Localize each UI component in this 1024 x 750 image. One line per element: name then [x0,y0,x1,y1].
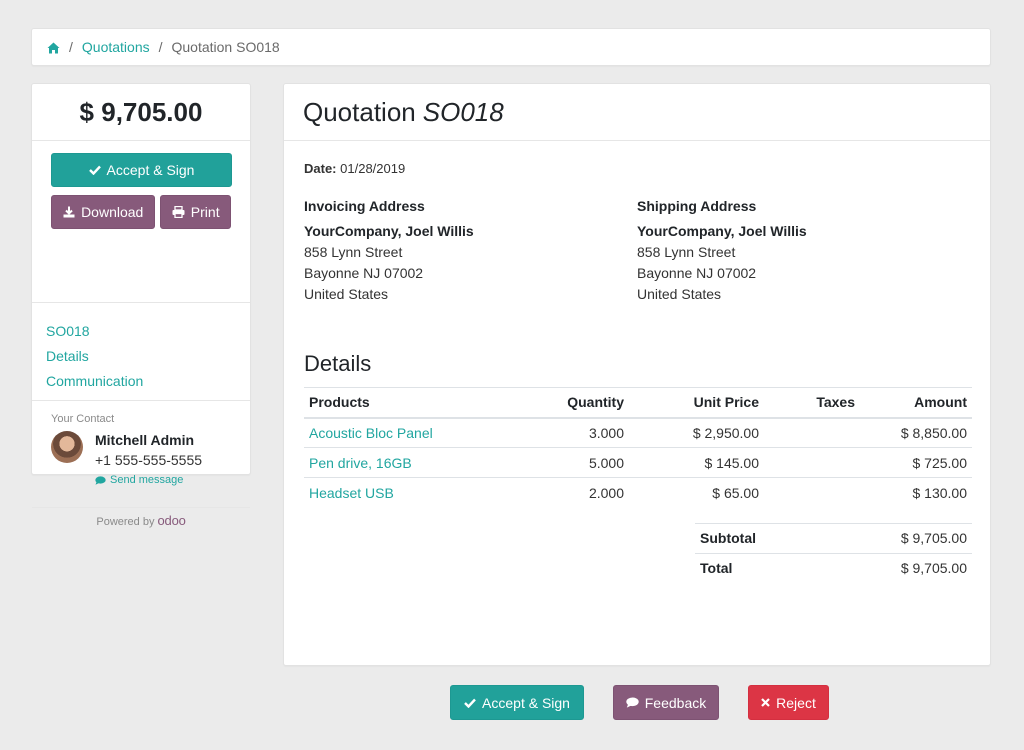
comment-icon [626,697,639,708]
amount-cell: $ 130.00 [860,477,972,508]
amount-cell: $ 725.00 [860,447,972,478]
unit-price-cell: $ 2,950.00 [692,424,759,441]
quotation-panel: Quotation SO018 Date: 01/28/2019 Invoici… [283,83,991,666]
details-heading: Details [304,351,372,376]
home-icon[interactable] [47,41,60,54]
invoicing-name: YourCompany, Joel Willis [304,223,474,239]
sidebar-nav: SO018 Details Communication [32,303,250,401]
total-value: $ 9,705.00 [823,552,972,583]
shipping-street: 858 Lynn Street [637,244,736,260]
odoo-logo[interactable]: odoo [157,513,186,528]
bottom-accept-sign-label: Accept & Sign [482,694,570,711]
invoicing-address: Invoicing Address YourCompany, Joel Will… [304,197,637,305]
date-label: Date: [304,161,337,176]
shipping-city: Bayonne NJ 07002 [637,265,757,281]
breadcrumb-separator: / [158,39,163,55]
sidebar: $ 9,705.00 Accept & Sign Download Print … [31,83,251,528]
times-icon [761,698,770,707]
product-link[interactable]: Headset USB [309,484,394,501]
sidebar-item-communication[interactable]: Communication [46,373,144,389]
quantity-cell: 3.000 [588,424,624,441]
check-icon [464,698,476,708]
quantity-cell: 5.000 [534,447,629,478]
accept-sign-label: Accept & Sign [106,162,195,178]
contact-phone: +1 555-555-5555 [95,452,203,468]
subtotal-row: Subtotal $ 9,705.00 [695,522,972,553]
breadcrumb-separator: / [69,39,73,55]
avatar [51,431,83,463]
subtotal-value: $ 9,705.00 [823,522,972,553]
order-lines-table: Products Quantity Unit Price Taxes Amoun… [304,387,972,508]
taxes-cell [764,477,860,508]
totals-table: Subtotal $ 9,705.00 Total $ 9,705.00 [695,522,972,583]
print-button[interactable]: Print [160,195,231,229]
invoicing-street: 858 Lynn Street [304,244,403,260]
print-icon [172,206,185,218]
col-amount: Amount [860,387,972,419]
total-label: Total [695,552,824,583]
powered-by: Powered by odoo [32,508,250,528]
table-row: Acoustic Bloc Panel 3.000 $ 2,950.00 $ 8… [304,418,972,448]
feedback-button[interactable]: Feedback [613,685,719,720]
col-taxes: Taxes [764,387,860,419]
invoicing-heading: Invoicing Address [304,198,425,214]
shipping-country: United States [637,286,722,302]
product-link[interactable]: Acoustic Bloc Panel [309,424,433,441]
product-link[interactable]: Pen drive, 16GB [309,454,412,471]
contact-section: Your Contact Mitchell Admin +1 555-555-5… [32,401,250,508]
print-label: Print [190,204,220,220]
invoicing-city: Bayonne NJ 07002 [304,265,424,281]
title-prefix: Quotation [303,96,416,127]
total-row: Total $ 9,705.00 [695,552,972,583]
download-button[interactable]: Download [51,195,156,229]
download-label: Download [81,204,144,220]
amount-cell: $ 8,850.00 [900,424,967,441]
bottom-accept-sign-button[interactable]: Accept & Sign [450,685,584,720]
col-unit-price: Unit Price [629,387,764,419]
sidebar-item-details[interactable]: Details [46,348,89,364]
sidebar-actions: Accept & Sign Download Print [32,141,250,303]
taxes-cell [764,418,860,448]
table-row: Headset USB 2.000 $ 65.00 $ 130.00 [304,477,972,508]
your-contact-label: Your Contact [51,413,115,425]
subtotal-label: Subtotal [695,522,824,553]
shipping-address: Shipping Address YourCompany, Joel Willi… [637,197,970,305]
feedback-label: Feedback [644,694,707,711]
breadcrumb-current: Quotation SO018 [171,39,280,55]
total-amount: $ 9,705.00 [32,84,250,141]
download-icon [63,206,75,218]
unit-price-cell: $ 145.00 [629,447,764,478]
comment-icon [95,475,106,485]
send-message-link[interactable]: Send message [95,474,202,486]
breadcrumb-quotations-link[interactable]: Quotations [81,39,150,55]
contact-name: Mitchell Admin [95,432,195,448]
shipping-name: YourCompany, Joel Willis [637,223,807,239]
quantity-cell: 2.000 [534,477,629,508]
quotation-date: Date: 01/28/2019 [304,161,970,176]
sidebar-item-so018[interactable]: SO018 [46,323,90,339]
table-header-row: Products Quantity Unit Price Taxes Amoun… [304,387,972,419]
unit-price-cell: $ 65.00 [629,477,764,508]
send-message-label: Send message [110,474,184,486]
reject-button[interactable]: Reject [748,685,829,720]
table-row: Pen drive, 16GB 5.000 $ 145.00 $ 725.00 [304,447,972,478]
check-icon [88,165,101,175]
breadcrumb: / Quotations / Quotation SO018 [31,28,991,66]
title-ref: SO018 [422,96,504,127]
col-products: Products [304,387,534,419]
date-value: 01/28/2019 [340,161,406,176]
powered-by-label: Powered by [96,516,155,528]
accept-sign-button[interactable]: Accept & Sign [51,153,232,187]
reject-label: Reject [776,694,816,711]
shipping-heading: Shipping Address [637,198,757,214]
col-quantity: Quantity [534,387,629,419]
page-title: Quotation SO018 [284,84,990,141]
invoicing-country: United States [304,286,389,302]
taxes-cell [764,447,860,478]
